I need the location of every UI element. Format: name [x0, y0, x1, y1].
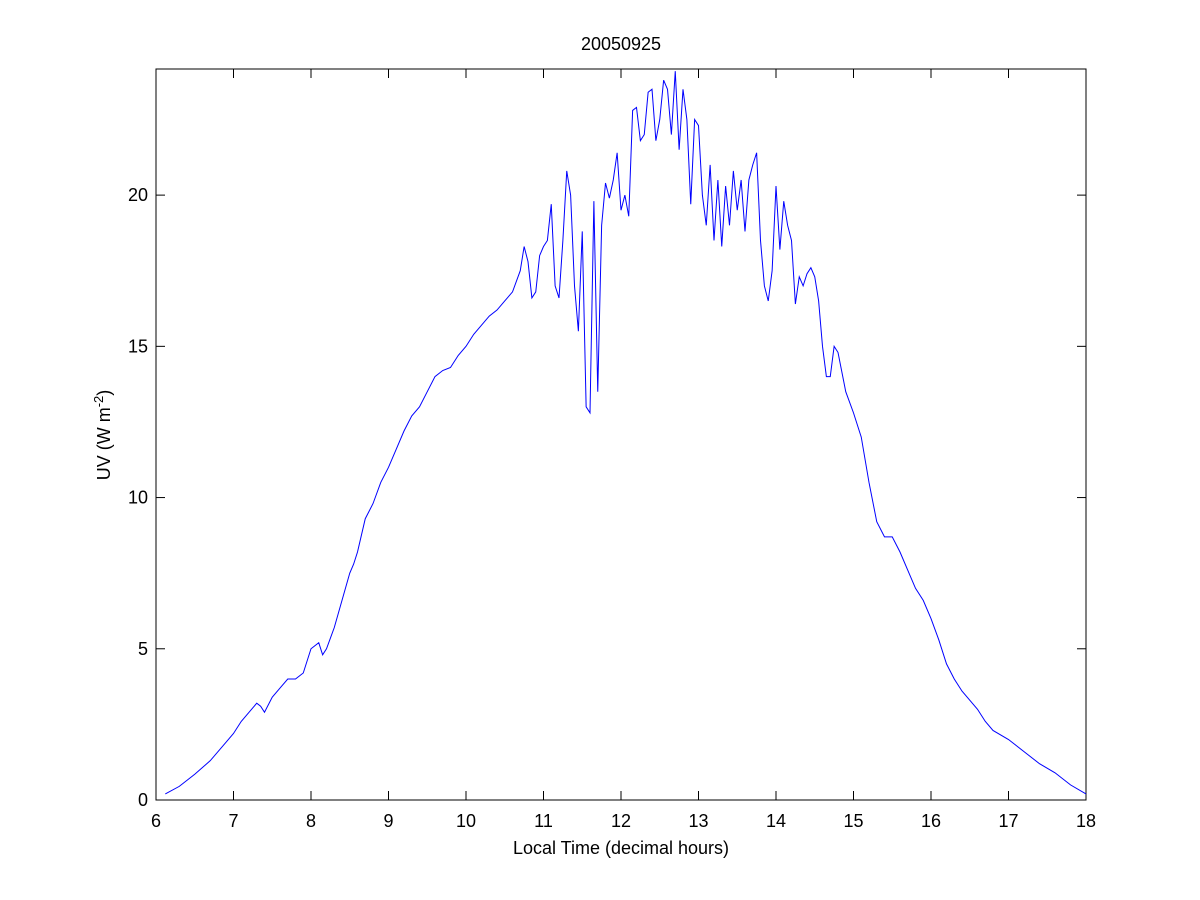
x-tick-label: 6 [151, 811, 161, 831]
y-tick-label: 15 [128, 336, 148, 356]
y-tick-label: 0 [138, 790, 148, 810]
x-tick-label: 17 [998, 811, 1018, 831]
x-tick-label: 9 [383, 811, 393, 831]
x-tick-label: 12 [611, 811, 631, 831]
x-tick-label: 18 [1076, 811, 1096, 831]
x-axis-label: Local Time (decimal hours) [513, 838, 729, 858]
x-tick-label: 13 [688, 811, 708, 831]
y-tick-label: 5 [138, 639, 148, 659]
x-tick-label: 14 [766, 811, 786, 831]
x-tick-label: 8 [306, 811, 316, 831]
data-line [165, 71, 1087, 795]
plot-frame [155, 68, 1087, 801]
x-tick-label: 11 [534, 811, 553, 831]
y-axis-label-end: ) [94, 390, 114, 396]
y-axis-label-sup: -2 [91, 396, 106, 408]
y-axis-label-main: UV (W m [94, 407, 114, 480]
chart-title: 20050925 [581, 34, 661, 54]
x-tick-label: 16 [921, 811, 941, 831]
y-axis-label: UV (W m-2) [91, 390, 114, 481]
x-tick-label: 15 [843, 811, 863, 831]
y-tick-label: 10 [128, 488, 148, 508]
y-tick-label: 20 [128, 185, 148, 205]
x-tick-label: 7 [228, 811, 238, 831]
x-tick-label: 10 [456, 811, 476, 831]
